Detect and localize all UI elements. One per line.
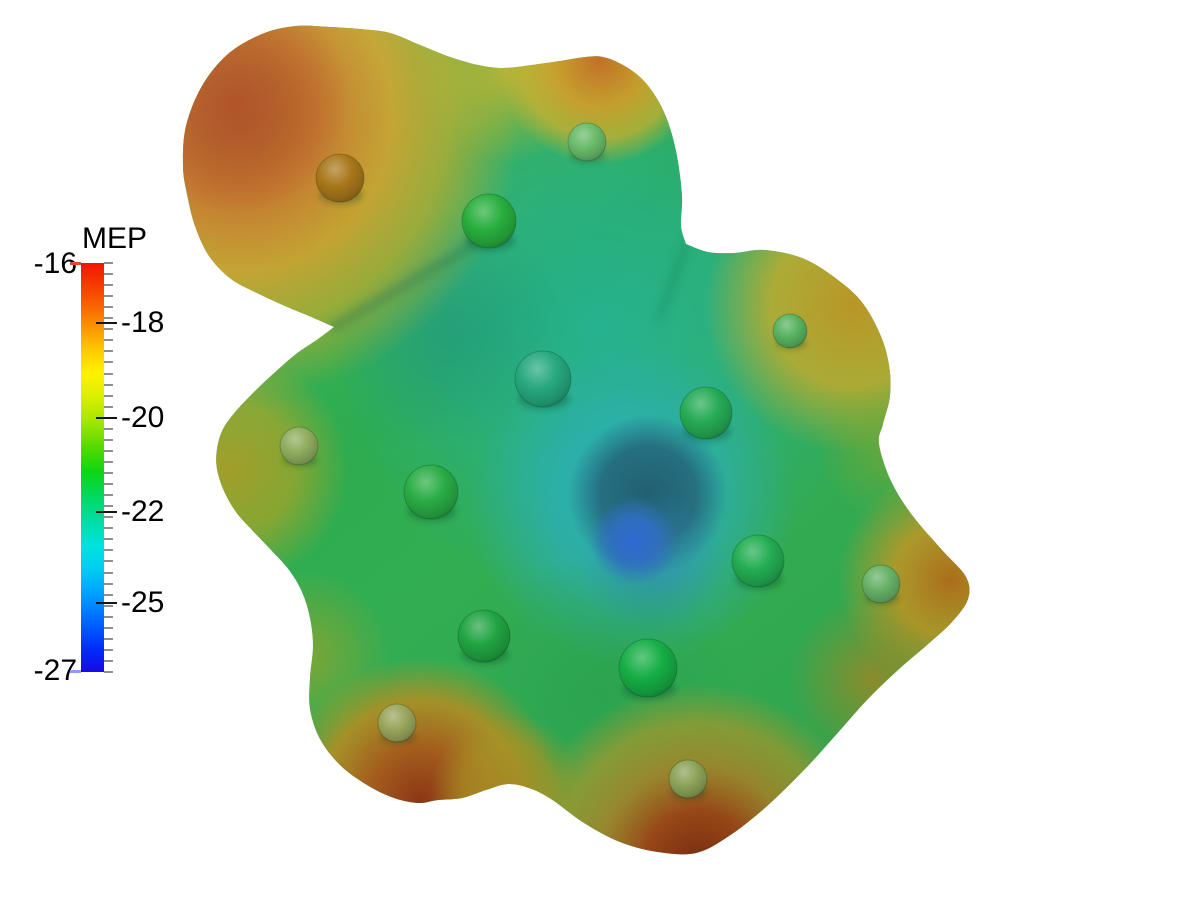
atom-bump (457, 609, 511, 663)
atom-bump (279, 426, 319, 466)
atom-bump (618, 638, 678, 698)
surface-crease (329, 227, 500, 332)
atom-bumps (279, 122, 901, 800)
atom-bump (861, 564, 901, 604)
atom-bump (377, 703, 417, 743)
atom-bump (668, 759, 708, 799)
atom-bump (567, 122, 607, 162)
atom-bump (514, 350, 572, 408)
atom-bump (315, 153, 365, 203)
atom-bump (461, 193, 517, 249)
atom-bump (679, 386, 733, 440)
atom-bump (772, 313, 808, 349)
surface-crease (656, 240, 690, 322)
atom-bump (403, 464, 459, 520)
atom-bump (731, 534, 785, 588)
